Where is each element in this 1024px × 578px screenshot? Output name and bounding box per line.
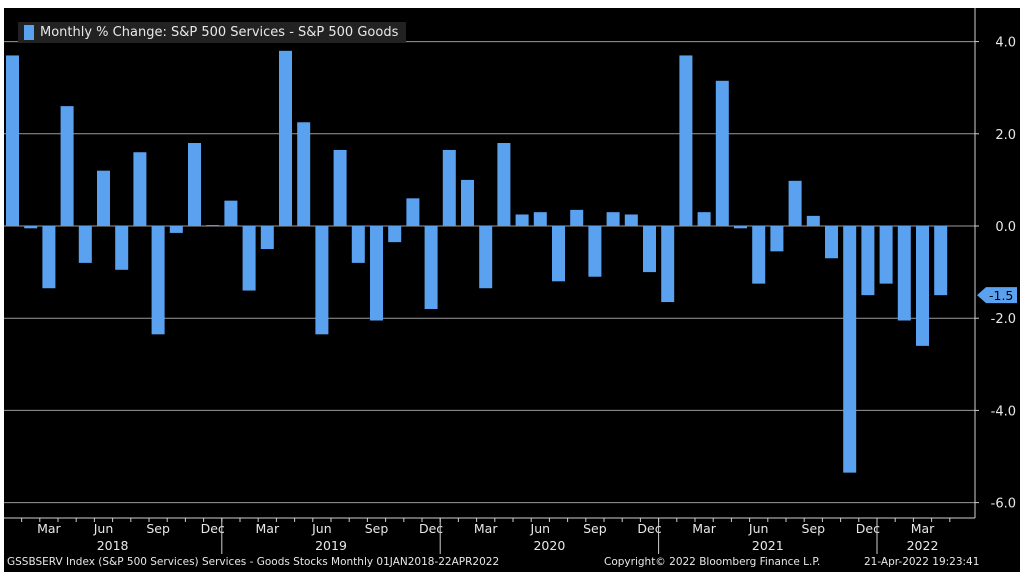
bar — [916, 226, 929, 346]
y-tick-label: -2.0 — [991, 312, 1016, 327]
bar — [788, 180, 802, 226]
bar — [333, 149, 347, 226]
bar — [260, 226, 274, 250]
footer-source: GSSBSERV Index (S&P 500 Services) Servic… — [7, 556, 500, 568]
x-month-label: Jun — [530, 521, 551, 536]
x-month-label: Jun — [311, 521, 332, 536]
x-year-label: 2021 — [752, 538, 784, 553]
x-month-label: Mar — [474, 521, 498, 536]
bar — [879, 226, 893, 284]
bar — [897, 226, 911, 321]
y-tick-label: 4.0 — [995, 36, 1016, 51]
bar — [133, 152, 147, 226]
bar — [843, 226, 857, 473]
bar — [752, 226, 766, 284]
x-month-label: Dec — [419, 521, 443, 536]
x-month-label: Sep — [146, 521, 170, 536]
bar — [715, 80, 729, 226]
bar — [624, 214, 638, 226]
bar — [315, 226, 329, 335]
bar — [388, 226, 402, 243]
x-month-label: Dec — [856, 521, 880, 536]
x-month-label: Dec — [637, 521, 661, 536]
chart-frame: 4.0 2.0 0.0 -2.0 -4.0 -6.0 -1.5 Mar Jun Sep Dec Mar… — [4, 8, 1020, 572]
bar — [606, 212, 620, 226]
bar — [661, 226, 675, 303]
x-month-label: Jun — [93, 521, 114, 536]
bar — [206, 225, 220, 227]
bar — [934, 226, 948, 296]
bar — [60, 106, 74, 226]
x-month-label: Mar — [911, 521, 935, 536]
bar — [151, 226, 165, 335]
last-value-marker — [977, 287, 1017, 304]
bar — [370, 226, 383, 321]
chart-svg: 4.0 2.0 0.0 -2.0 -4.0 -6.0 -1.5 Mar Jun Sep Dec Mar… — [4, 8, 1017, 554]
bar — [588, 226, 602, 277]
bar — [224, 200, 238, 226]
bar — [424, 226, 438, 309]
x-month-label: Sep — [583, 521, 607, 536]
bar — [242, 226, 256, 291]
x-month-label: Dec — [201, 521, 225, 536]
bar — [533, 212, 547, 226]
bar — [515, 214, 529, 226]
legend-swatch — [24, 25, 34, 40]
footer-copyright: Copyright© 2022 Bloomberg Finance L.P. — [604, 556, 821, 568]
bar — [861, 226, 875, 296]
bar — [188, 143, 201, 226]
x-month-label: Mar — [37, 521, 61, 536]
x-month-label: Jun — [748, 521, 769, 536]
y-tick-label: 2.0 — [995, 128, 1016, 143]
x-month-label: Mar — [256, 521, 280, 536]
bar — [78, 226, 92, 263]
footer: GSSBSERV Index (S&P 500 Services) Servic… — [0, 554, 1024, 570]
y-tick-label: -4.0 — [991, 404, 1016, 419]
bar — [279, 50, 292, 226]
x-year-label: 2018 — [97, 538, 129, 553]
bar — [169, 226, 183, 233]
bar — [115, 226, 129, 270]
bar — [297, 122, 311, 226]
bar — [461, 179, 474, 226]
legend-label: Monthly % Change: S&P 500 Services - S&P… — [40, 25, 399, 40]
legend: Monthly % Change: S&P 500 Services - S&P… — [18, 22, 407, 43]
y-tick-label: -6.0 — [991, 497, 1016, 512]
x-year-label: 2020 — [533, 538, 565, 553]
bar — [679, 55, 693, 227]
last-value-label: -1.5 — [989, 288, 1013, 303]
bar — [479, 226, 493, 289]
bar — [697, 212, 711, 226]
bar — [734, 226, 747, 229]
bar — [643, 226, 656, 273]
bar — [6, 55, 19, 227]
bar — [406, 198, 420, 226]
bar — [97, 170, 110, 226]
bar — [497, 143, 511, 226]
bar — [806, 215, 820, 226]
y-tick-label: 0.0 — [995, 220, 1016, 235]
bar — [825, 226, 838, 259]
bar — [24, 226, 38, 229]
bar — [351, 226, 365, 263]
bar — [552, 226, 565, 282]
x-month-label: Sep — [802, 521, 826, 536]
bar — [770, 226, 784, 252]
bar — [442, 149, 456, 226]
x-month-label: Sep — [365, 521, 389, 536]
bar — [570, 209, 584, 226]
x-year-label: 2022 — [907, 538, 939, 553]
bar — [42, 226, 56, 289]
x-month-label: Mar — [692, 521, 716, 536]
footer-timestamp: 21-Apr-2022 19:23:41 — [864, 556, 980, 568]
x-year-label: 2019 — [315, 538, 347, 553]
